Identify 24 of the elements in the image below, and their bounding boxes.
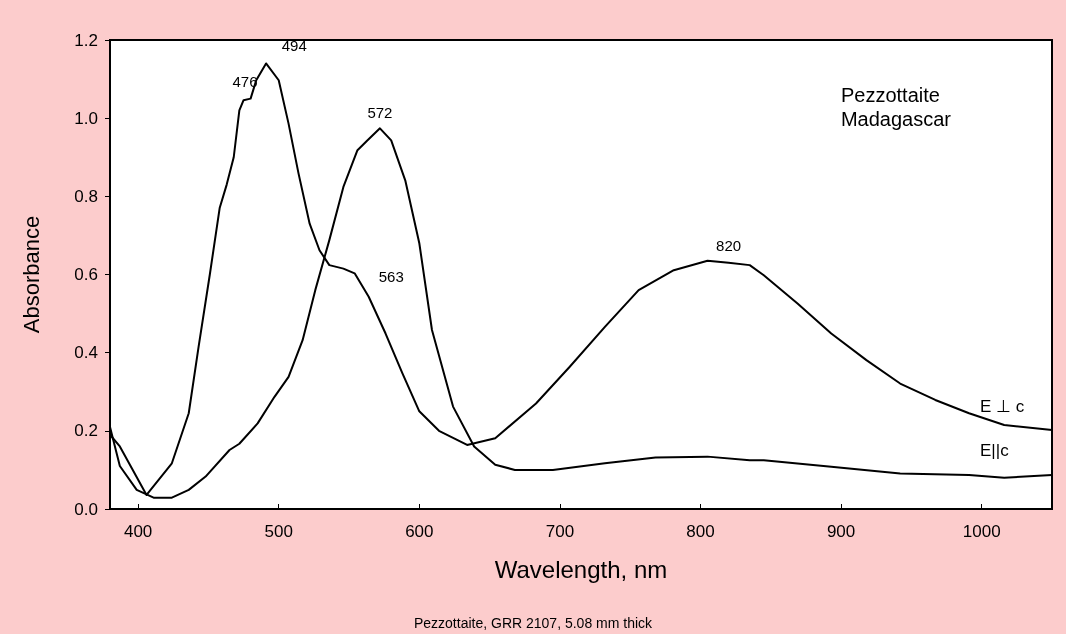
x-tick-label: 700 <box>545 522 575 541</box>
y-tick-label: 0.4 <box>74 343 98 363</box>
x-axis-title: Wavelength, nm <box>494 555 668 583</box>
y-tick-label: 1.2 <box>74 30 98 50</box>
annotation: 494 <box>281 37 307 55</box>
x-tick-label: 900 <box>826 522 856 541</box>
series-label: E ⊥ c <box>980 396 1025 416</box>
series-label: E||c <box>980 441 1010 461</box>
x-tick-label: 600 <box>405 522 434 541</box>
y-tick-label: 0.2 <box>74 421 98 441</box>
x-tick-label: 1000 <box>962 522 1001 541</box>
text: Pezzottaite, GRR 2107, 5.08 mm thick <box>413 615 654 631</box>
annotation: 572 <box>367 103 393 121</box>
y-tick-label: 0.0 <box>74 499 98 519</box>
annotation: 820 <box>716 236 742 254</box>
text: Pezzottaite Madagascar <box>840 84 952 130</box>
y-tick-label: 1.0 <box>74 108 98 128</box>
x-tick-label: 800 <box>686 522 715 541</box>
x-tick-label: 500 <box>264 522 293 541</box>
x-tick-label: 400 <box>123 522 153 541</box>
y-axis-title: Absorbance <box>18 215 44 334</box>
y-tick-label: 0.8 <box>74 186 98 206</box>
annotation: 563 <box>378 268 404 286</box>
y-tick-label: 0.6 <box>74 265 98 284</box>
